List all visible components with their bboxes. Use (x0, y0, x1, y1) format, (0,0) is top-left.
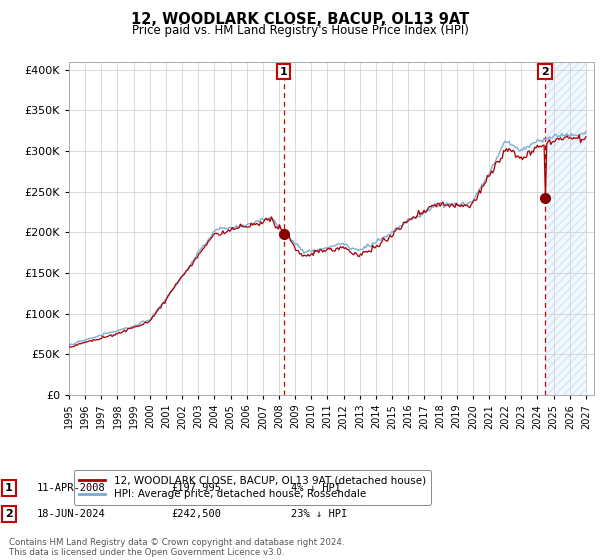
Text: Price paid vs. HM Land Registry's House Price Index (HPI): Price paid vs. HM Land Registry's House … (131, 24, 469, 37)
Text: 2: 2 (5, 509, 13, 519)
Text: 18-JUN-2024: 18-JUN-2024 (37, 509, 106, 519)
Text: 4% ↓ HPI: 4% ↓ HPI (291, 483, 341, 493)
Legend: 12, WOODLARK CLOSE, BACUP, OL13 9AT (detached house), HPI: Average price, detach: 12, WOODLARK CLOSE, BACUP, OL13 9AT (det… (74, 470, 431, 505)
Text: 1: 1 (5, 483, 13, 493)
Text: 1: 1 (280, 67, 287, 77)
Text: £197,995: £197,995 (171, 483, 221, 493)
Text: 23% ↓ HPI: 23% ↓ HPI (291, 509, 347, 519)
Text: Contains HM Land Registry data © Crown copyright and database right 2024.
This d: Contains HM Land Registry data © Crown c… (9, 538, 344, 557)
Text: 11-APR-2008: 11-APR-2008 (37, 483, 106, 493)
Text: 12, WOODLARK CLOSE, BACUP, OL13 9AT: 12, WOODLARK CLOSE, BACUP, OL13 9AT (131, 12, 469, 27)
Text: 2: 2 (541, 67, 549, 77)
Text: £242,500: £242,500 (171, 509, 221, 519)
